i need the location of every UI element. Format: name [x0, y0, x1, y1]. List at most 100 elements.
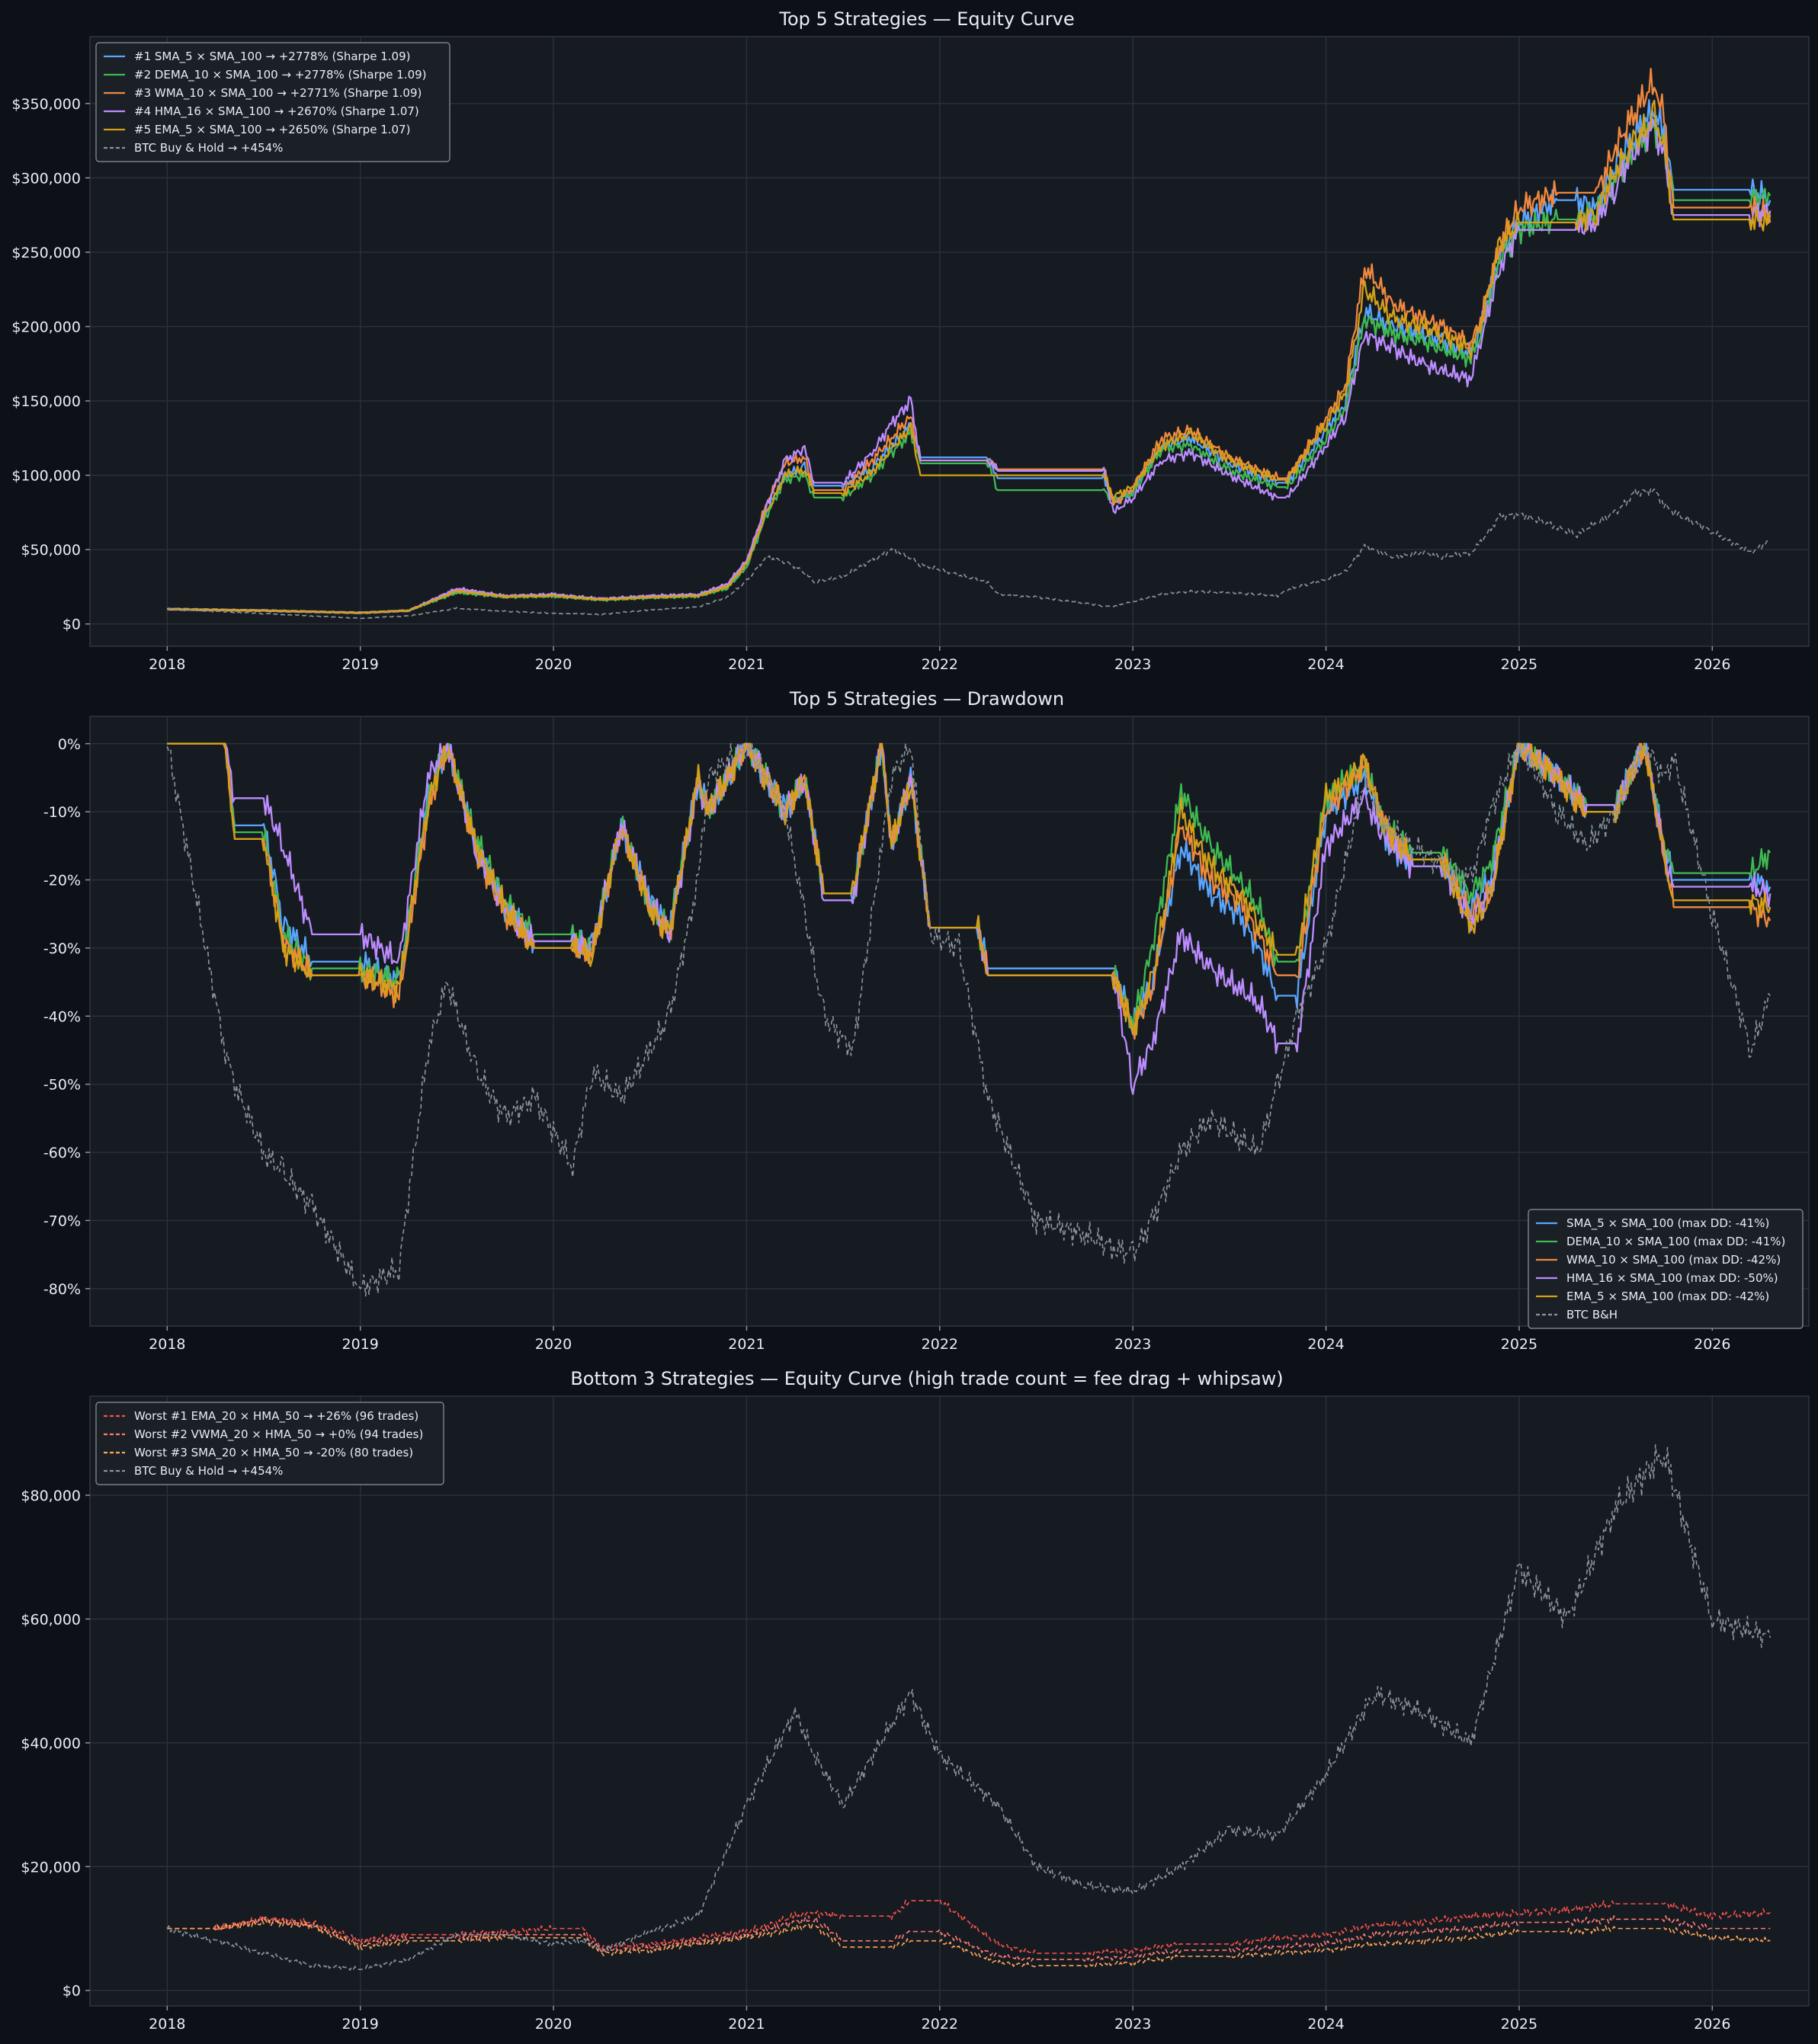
legend-label: BTC Buy & Hold → +454%	[134, 1464, 283, 1478]
panel-bottom-series	[166, 1444, 1772, 1971]
panel-equity-y-ticks: $0 $50,000 $100,000 $150,000 $200,000 $250,00…	[11, 96, 90, 633]
series-line-5	[166, 99, 1772, 614]
y-tick-label: $80,000	[21, 1488, 81, 1504]
series-line-3	[167, 1918, 1771, 1968]
y-tick-label: $300,000	[11, 170, 81, 187]
x-tick-label: 2025	[1501, 1336, 1537, 1353]
x-tick-label: 2026	[1694, 1336, 1730, 1353]
panel-drawdown: Top 5 Strategies — Drawdown 2018 2019 2020…	[43, 688, 1810, 1353]
y-tick-label: -30%	[43, 940, 81, 957]
x-tick-label: 2021	[728, 2016, 765, 2033]
x-tick-label: 2025	[1501, 2016, 1537, 2033]
legend-box	[95, 42, 450, 162]
x-tick-label: 2018	[149, 1336, 185, 1353]
x-tick-label: 2020	[535, 2016, 572, 2033]
x-tick-label: 2021	[728, 1336, 765, 1353]
series-line-1	[167, 1898, 1771, 1956]
legend-box	[1528, 1209, 1804, 1329]
y-tick-label: -80%	[43, 1281, 81, 1298]
series-line-6	[167, 487, 1771, 620]
legend-label: #1 SMA_5 × SMA_100 → +2778% (Sharpe 1.09…	[134, 50, 410, 64]
x-tick-label: 2020	[535, 1336, 572, 1353]
panel-bottom-axes	[89, 1395, 1810, 2007]
panel-drawdown-axes	[89, 716, 1810, 1327]
legend-label: BTC B&H	[1566, 1308, 1618, 1322]
legend-label: HMA_16 × SMA_100 (max DD: -50%)	[1566, 1271, 1778, 1286]
legend-label: Worst #1 EMA_20 × HMA_50 → +26% (96 trad…	[134, 1409, 418, 1424]
series-line-2	[166, 118, 1772, 615]
panel-equity-series	[166, 67, 1772, 620]
x-tick-label: 2018	[149, 2016, 185, 2033]
y-tick-label: $100,000	[11, 468, 81, 485]
x-tick-label: 2024	[1307, 2016, 1344, 2033]
panel-equity-title: Top 5 Strategies — Equity Curve	[778, 8, 1074, 30]
panel-bottom-grid	[90, 1396, 1809, 2006]
y-tick-label: $50,000	[21, 542, 81, 559]
panel-drawdown-y-ticks: 0% -10% -20% -30% -40% -50% -60% -70% -80%	[43, 736, 90, 1298]
y-tick-label: -70%	[43, 1213, 81, 1229]
legend-label: #2 DEMA_10 × SMA_100 → +2778% (Sharpe 1.…	[134, 68, 427, 82]
legend-label: SMA_5 × SMA_100 (max DD: -41%)	[1566, 1216, 1769, 1231]
x-tick-label: 2022	[922, 1336, 958, 1353]
x-tick-label: 2021	[728, 656, 765, 673]
y-tick-label: $350,000	[11, 96, 81, 113]
x-tick-label: 2019	[342, 1336, 379, 1353]
series-line-5	[167, 742, 1772, 1036]
x-tick-label: 2022	[922, 2016, 958, 2033]
x-tick-label: 2019	[342, 2016, 379, 2033]
panel-bottom-y-ticks: $0 $20,000 $40,000 $60,000 $80,000	[21, 1488, 90, 2000]
panel-bottom-title: Bottom 3 Strategies — Equity Curve (high…	[570, 1368, 1283, 1389]
y-tick-label: $250,000	[11, 245, 81, 261]
x-tick-label: 2018	[149, 656, 185, 673]
panel-equity-grid	[90, 37, 1809, 646]
legend-label: EMA_5 × SMA_100 (max DD: -42%)	[1566, 1290, 1769, 1304]
panel-equity-x-ticks: 2018 2019 2020 2021 2022 2023 2024 2025 2026	[149, 646, 1730, 673]
y-tick-label: -60%	[43, 1145, 81, 1161]
y-tick-label: -10%	[43, 804, 81, 821]
panel-equity: Top 5 Strategies — Equity Curve 2018 2019…	[11, 8, 1810, 673]
y-tick-label: -50%	[43, 1077, 81, 1094]
legend-label: #3 WMA_10 × SMA_100 → +2771% (Sharpe 1.0…	[134, 86, 422, 101]
y-tick-label: $0	[63, 1983, 81, 2000]
x-tick-label: 2023	[1114, 1336, 1151, 1353]
panel-drawdown-title: Top 5 Strategies — Drawdown	[789, 688, 1064, 710]
y-tick-label: $0	[63, 617, 81, 633]
legend-label: WMA_10 × SMA_100 (max DD: -42%)	[1566, 1253, 1781, 1267]
panel-bottom-x-ticks: 2018 2019 2020 2021 2022 2023 2024 2025 2026	[149, 2006, 1730, 2033]
panel-bottom-legend: Worst #1 EMA_20 × HMA_50 → +26% (96 trad…	[95, 1402, 444, 1485]
x-tick-label: 2019	[342, 656, 379, 673]
legend-label: #4 HMA_16 × SMA_100 → +2670% (Sharpe 1.0…	[134, 104, 419, 119]
panel-drawdown-x-ticks: 2018 2019 2020 2021 2022 2023 2024 2025 2026	[149, 1326, 1730, 1353]
x-tick-label: 2026	[1694, 2016, 1730, 2033]
y-tick-label: -20%	[43, 873, 81, 889]
y-tick-label: $200,000	[11, 319, 81, 335]
panel-equity-legend: #1 SMA_5 × SMA_100 → +2778% (Sharpe 1.09…	[95, 42, 450, 162]
panel-drawdown-legend: SMA_5 × SMA_100 (max DD: -41%) DEMA_10 × …	[1528, 1209, 1804, 1329]
x-tick-label: 2023	[1114, 2016, 1151, 2033]
series-line-2	[167, 1915, 1771, 1962]
x-tick-label: 2024	[1307, 656, 1344, 673]
y-tick-label: $60,000	[21, 1611, 81, 1628]
x-tick-label: 2022	[922, 656, 958, 673]
x-tick-label: 2023	[1114, 656, 1151, 673]
y-tick-label: $20,000	[21, 1859, 81, 1876]
y-tick-label: $40,000	[21, 1735, 81, 1752]
x-tick-label: 2024	[1307, 1336, 1344, 1353]
panel-drawdown-series	[166, 742, 1772, 1297]
legend-label: Worst #3 SMA_20 × HMA_50 → -20% (80 trad…	[134, 1446, 413, 1460]
y-tick-label: $150,000	[11, 393, 81, 410]
x-tick-label: 2020	[535, 656, 572, 673]
legend-box	[95, 1402, 444, 1485]
x-tick-label: 2026	[1694, 656, 1730, 673]
legend-label: Worst #2 VWMA_20 × HMA_50 → +0% (94 trad…	[134, 1427, 423, 1442]
series-line-6	[166, 742, 1771, 1297]
legend-label: DEMA_10 × SMA_100 (max DD: -41%)	[1566, 1235, 1785, 1249]
series-line-4	[166, 1444, 1772, 1971]
y-tick-label: 0%	[58, 736, 81, 753]
x-tick-label: 2025	[1501, 656, 1537, 673]
y-tick-label: -40%	[43, 1008, 81, 1025]
panel-bottom: Bottom 3 Strategies — Equity Curve (high…	[21, 1368, 1810, 2033]
legend-label: BTC Buy & Hold → +454%	[134, 141, 283, 155]
legend-label: #5 EMA_5 × SMA_100 → +2650% (Sharpe 1.07…	[134, 123, 410, 137]
